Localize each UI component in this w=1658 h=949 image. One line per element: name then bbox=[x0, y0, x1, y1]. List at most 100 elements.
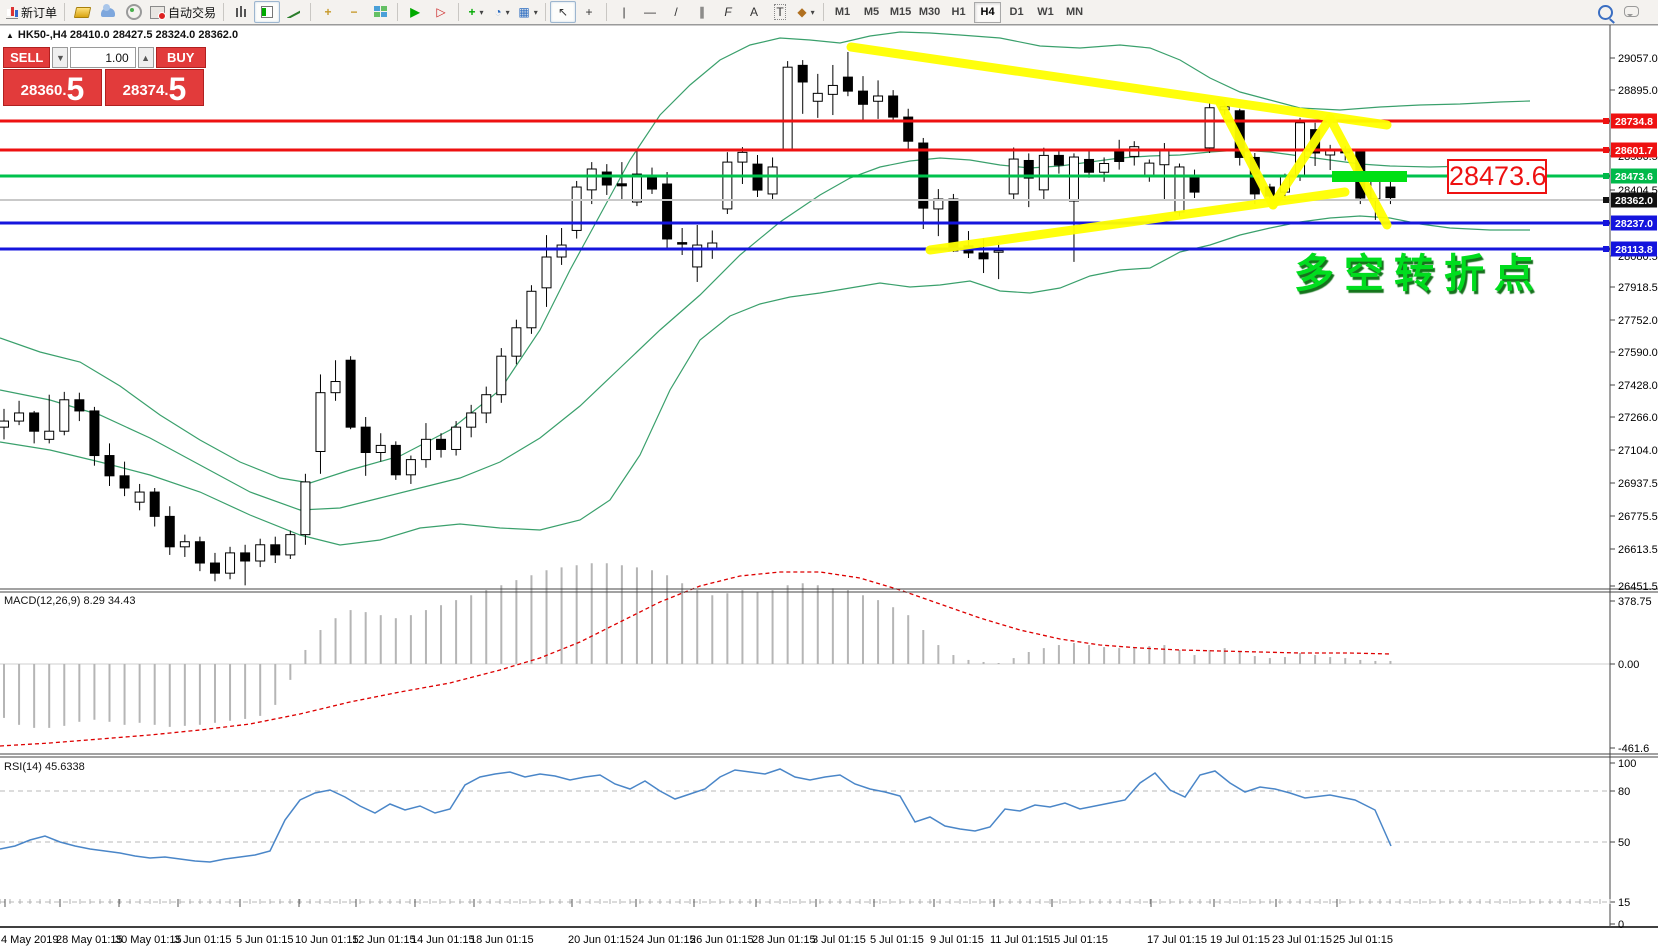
svg-text:27428.0: 27428.0 bbox=[1618, 380, 1658, 392]
text-button[interactable]: A bbox=[741, 1, 767, 23]
svg-text:23 Jul 01:15: 23 Jul 01:15 bbox=[1272, 934, 1332, 946]
one-click-trading-panel: SELL ▼ 1.00 ▲ BUY 28360. 5 28374. 5 bbox=[3, 47, 206, 106]
sell-button[interactable]: SELL bbox=[3, 47, 51, 68]
signal-icon bbox=[126, 4, 143, 20]
tile-windows-icon bbox=[373, 6, 387, 18]
svg-text:28 May 01:15: 28 May 01:15 bbox=[56, 934, 123, 946]
community-button[interactable] bbox=[95, 1, 121, 23]
separator bbox=[823, 3, 825, 21]
candlestick-icon bbox=[261, 6, 274, 18]
svg-text:28362.0: 28362.0 bbox=[1615, 195, 1653, 207]
separator bbox=[458, 3, 460, 21]
search-icon bbox=[1597, 4, 1613, 20]
sell-price-panel[interactable]: 28360. 5 bbox=[3, 69, 102, 106]
zoom-in-button[interactable]: + bbox=[315, 1, 341, 23]
channel-button[interactable]: ∥ bbox=[689, 1, 715, 23]
autotrading-button[interactable]: 自动交易 bbox=[147, 1, 219, 23]
svg-text:11 Jul 01:15: 11 Jul 01:15 bbox=[990, 934, 1049, 946]
tile-windows-button[interactable] bbox=[367, 1, 393, 23]
svg-text:28113.8: 28113.8 bbox=[1615, 244, 1653, 256]
fibonacci-icon: F bbox=[724, 5, 732, 19]
sell-price-fraction: 5 bbox=[66, 71, 85, 107]
zoom-out-icon: − bbox=[350, 5, 358, 19]
svg-text:3 Jul 01:15: 3 Jul 01:15 bbox=[812, 934, 866, 946]
svg-text:5 Jul 01:15: 5 Jul 01:15 bbox=[870, 934, 924, 946]
price-callout-box[interactable]: 28473.6 bbox=[1447, 159, 1547, 194]
svg-text:50: 50 bbox=[1618, 837, 1630, 849]
svg-text:29057.0: 29057.0 bbox=[1618, 53, 1658, 65]
crosshair-button[interactable]: + bbox=[576, 1, 602, 23]
svg-text:28473.6: 28473.6 bbox=[1615, 171, 1653, 183]
svg-text:27752.0: 27752.0 bbox=[1618, 315, 1658, 327]
svg-text:30 May 01:15: 30 May 01:15 bbox=[115, 934, 182, 946]
templates-button[interactable]: ▦ ▾ bbox=[515, 1, 541, 23]
arrows-button[interactable]: ◆ ▾ bbox=[793, 1, 819, 23]
svg-text:28895.0: 28895.0 bbox=[1618, 85, 1658, 97]
svg-text:27104.0: 27104.0 bbox=[1618, 445, 1658, 457]
zoom-out-button[interactable]: − bbox=[341, 1, 367, 23]
tab-timeframe-d1[interactable]: D1 bbox=[1009, 6, 1024, 18]
vertical-line-button[interactable]: | bbox=[611, 1, 637, 23]
svg-text:10 Jun 01:15: 10 Jun 01:15 bbox=[295, 934, 359, 946]
candlestick-mode-button[interactable] bbox=[254, 1, 281, 23]
cloud-icon bbox=[101, 3, 116, 17]
tab-timeframe-m30[interactable]: M30 bbox=[918, 6, 941, 18]
auto-scroll-icon: ▶ bbox=[410, 5, 420, 19]
vertical-line-icon: | bbox=[622, 5, 626, 19]
new-order-label: 新订单 bbox=[21, 5, 58, 20]
svg-text:28 Jun 01:15: 28 Jun 01:15 bbox=[752, 934, 816, 946]
svg-text:28601.7: 28601.7 bbox=[1615, 145, 1653, 157]
buy-price-fraction: 5 bbox=[168, 71, 187, 107]
tab-timeframe-m5[interactable]: M5 bbox=[863, 6, 880, 18]
symbol-ohlc-text: HK50-,H4 28410.0 28427.5 28324.0 28362.0 bbox=[17, 29, 239, 41]
auto-scroll-button[interactable]: ▶ bbox=[402, 1, 428, 23]
svg-text:27590.0: 27590.0 bbox=[1618, 347, 1658, 359]
cursor-button[interactable]: ↖ bbox=[550, 1, 577, 23]
template-icon: ▦ bbox=[518, 5, 530, 19]
svg-text:12 Jun 01:15: 12 Jun 01:15 bbox=[352, 934, 416, 946]
volume-decrease-button[interactable]: ▼ bbox=[52, 47, 69, 68]
svg-text:26 Jun 01:15: 26 Jun 01:15 bbox=[690, 934, 754, 946]
chart-shift-button[interactable]: ▷ bbox=[428, 1, 454, 23]
price-axis: 29057.028895.028566.528404.528080.527918… bbox=[1603, 53, 1658, 931]
channel-icon: ∥ bbox=[699, 5, 706, 19]
dropdown-arrow-icon: ▾ bbox=[479, 7, 484, 17]
separator bbox=[606, 3, 608, 21]
separator bbox=[310, 3, 312, 21]
trendline-button[interactable]: / bbox=[663, 1, 689, 23]
fibonacci-button[interactable]: F bbox=[715, 1, 741, 23]
turning-point-annotation[interactable]: 多空转折点 bbox=[1294, 252, 1544, 296]
bar-chart-mode-button[interactable] bbox=[228, 1, 254, 23]
svg-text:20 Jun 01:15: 20 Jun 01:15 bbox=[568, 934, 632, 946]
timeframe-toolbar: M1 M5 M15 M30 H1 H4 D1 W1 MN bbox=[828, 1, 1089, 23]
tab-timeframe-m1[interactable]: M1 bbox=[834, 6, 851, 18]
new-order-button[interactable]: 新订单 bbox=[3, 1, 60, 23]
svg-text:9 Jul 01:15: 9 Jul 01:15 bbox=[930, 934, 984, 946]
svg-text:26451.5: 26451.5 bbox=[1618, 581, 1658, 593]
macd-histogram bbox=[3, 563, 1392, 728]
buy-price-panel[interactable]: 28374. 5 bbox=[105, 69, 204, 106]
tab-timeframe-mn[interactable]: MN bbox=[1065, 6, 1084, 18]
periods-button[interactable]: ◔ ▾ bbox=[489, 1, 515, 23]
clock-icon: ◔ bbox=[494, 5, 502, 19]
text-label-button[interactable]: T bbox=[767, 1, 793, 23]
new-order-icon bbox=[6, 5, 18, 19]
volume-increase-button[interactable]: ▲ bbox=[137, 47, 154, 68]
volume-input[interactable]: 1.00 bbox=[70, 47, 136, 68]
horizontal-line-button[interactable]: — bbox=[637, 1, 663, 23]
autotrading-icon bbox=[150, 5, 167, 20]
tab-timeframe-w1[interactable]: W1 bbox=[1037, 6, 1054, 18]
svg-text:-461.6: -461.6 bbox=[1618, 743, 1649, 755]
tab-timeframe-m15[interactable]: M15 bbox=[889, 6, 912, 18]
tab-timeframe-h4[interactable]: H4 bbox=[974, 1, 1002, 23]
svg-text:15 Jul 01:15: 15 Jul 01:15 bbox=[1048, 934, 1108, 946]
new-chart-button[interactable]: + ▾ bbox=[463, 1, 489, 23]
tab-timeframe-h1[interactable]: H1 bbox=[951, 6, 966, 18]
chat-button[interactable] bbox=[1618, 1, 1644, 23]
search-button[interactable] bbox=[1592, 1, 1618, 23]
signals-button[interactable] bbox=[121, 1, 147, 23]
buy-button[interactable]: BUY bbox=[155, 47, 206, 68]
buy-price: 28374. bbox=[122, 82, 169, 99]
